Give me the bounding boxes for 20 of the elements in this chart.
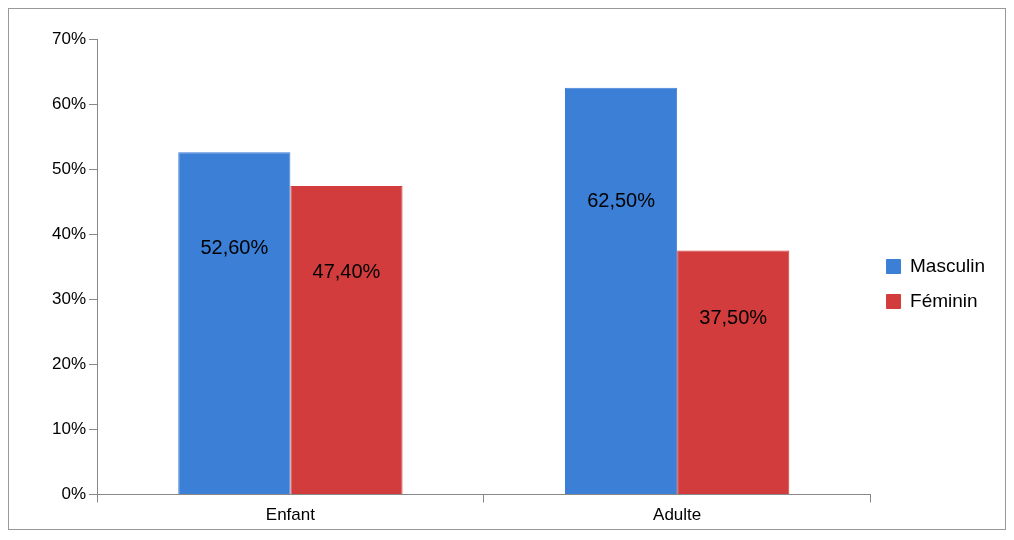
bar: [178, 152, 291, 495]
y-tick-label: 20%: [51, 354, 87, 374]
y-tick-label: 0%: [61, 484, 87, 504]
x-tick-label: Enfant: [265, 505, 316, 525]
y-tick-label: 30%: [51, 289, 87, 309]
data-label: 47,40%: [312, 259, 381, 282]
data-label: 62,50%: [587, 189, 656, 212]
y-tick-label: 60%: [51, 93, 87, 113]
bar: [290, 186, 403, 495]
legend-label: Féminin: [910, 289, 978, 311]
x-tick-label: Adulte: [653, 505, 702, 525]
y-tick-label: 40%: [51, 223, 87, 243]
data-label: 52,60%: [200, 235, 269, 258]
y-tick-label: 70%: [51, 28, 87, 48]
legend-label: Masculin: [910, 254, 986, 276]
bar: [565, 87, 678, 495]
y-tick-label: 10%: [51, 419, 87, 439]
bar: [677, 250, 790, 495]
data-label: 37,50%: [699, 306, 768, 329]
y-tick-label: 50%: [51, 158, 87, 178]
